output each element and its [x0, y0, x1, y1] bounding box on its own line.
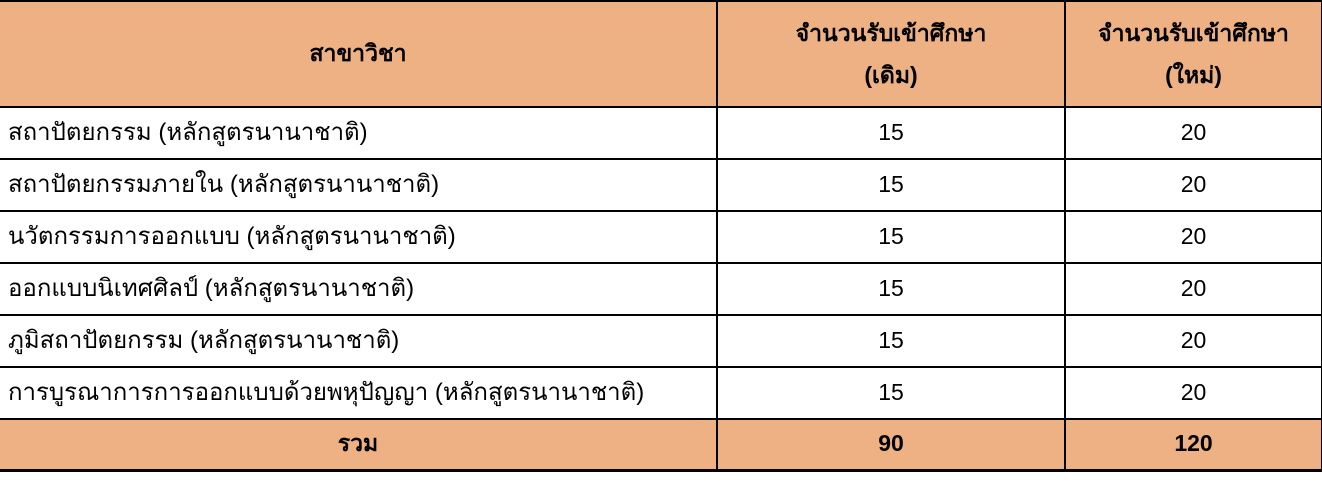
old-count: 15 — [716, 158, 1066, 212]
table-row: ออกแบบนิเทศศิลป์ (หลักสูตรนานาชาติ) 15 2… — [0, 262, 1322, 316]
major-name: นวัตกรรมการออกแบบ (หลักสูตรนานาชาติ) — [0, 210, 718, 264]
admission-quota-table: สาขาวิชา จำนวนรับเข้าศึกษา (เดิม) จำนวนร… — [0, 0, 1322, 472]
col-header-new-count: จำนวนรับเข้าศึกษา (ใหม่) — [1064, 0, 1322, 108]
new-count: 20 — [1064, 366, 1322, 420]
total-label: รวม — [0, 418, 718, 472]
major-name: ภูมิสถาปัตยกรรม (หลักสูตรนานาชาติ) — [0, 314, 718, 368]
col-header-old-count: จำนวนรับเข้าศึกษา (เดิม) — [716, 0, 1066, 108]
col-header-old-line1: จำนวนรับเข้าศึกษา — [795, 20, 987, 46]
major-name: สถาปัตยกรรมภายใน (หลักสูตรนานาชาติ) — [0, 158, 718, 212]
major-name: สถาปัตยกรรม (หลักสูตรนานาชาติ) — [0, 106, 718, 160]
new-count: 20 — [1064, 262, 1322, 316]
major-name: การบูรณาการการออกแบบด้วยพหุปัญญา (หลักสู… — [0, 366, 718, 420]
total-row: รวม 90 120 — [0, 418, 1322, 472]
old-count: 15 — [716, 314, 1066, 368]
header-row: สาขาวิชา จำนวนรับเข้าศึกษา (เดิม) จำนวนร… — [0, 0, 1322, 108]
old-count: 15 — [716, 262, 1066, 316]
total-old-count: 90 — [716, 418, 1066, 472]
table-body: สถาปัตยกรรม (หลักสูตรนานาชาติ) 15 20 สถา… — [0, 106, 1322, 472]
total-new-count: 120 — [1064, 418, 1322, 472]
table-row: ภูมิสถาปัตยกรรม (หลักสูตรนานาชาติ) 15 20 — [0, 314, 1322, 368]
old-count: 15 — [716, 366, 1066, 420]
table-row: นวัตกรรมการออกแบบ (หลักสูตรนานาชาติ) 15 … — [0, 210, 1322, 264]
col-header-major: สาขาวิชา — [0, 0, 718, 108]
col-header-major-label: สาขาวิชา — [309, 40, 407, 66]
new-count: 20 — [1064, 106, 1322, 160]
old-count: 15 — [716, 106, 1066, 160]
major-name: ออกแบบนิเทศศิลป์ (หลักสูตรนานาชาติ) — [0, 262, 718, 316]
new-count: 20 — [1064, 314, 1322, 368]
old-count: 15 — [716, 210, 1066, 264]
table-row: การบูรณาการการออกแบบด้วยพหุปัญญา (หลักสู… — [0, 366, 1322, 420]
col-header-old-line2: (เดิม) — [864, 62, 918, 88]
col-header-new-line1: จำนวนรับเข้าศึกษา — [1098, 20, 1289, 46]
table-row: สถาปัตยกรรม (หลักสูตรนานาชาติ) 15 20 — [0, 106, 1322, 160]
col-header-new-line2: (ใหม่) — [1165, 62, 1222, 88]
new-count: 20 — [1064, 158, 1322, 212]
table-row: สถาปัตยกรรมภายใน (หลักสูตรนานาชาติ) 15 2… — [0, 158, 1322, 212]
table-header: สาขาวิชา จำนวนรับเข้าศึกษา (เดิม) จำนวนร… — [0, 0, 1322, 108]
new-count: 20 — [1064, 210, 1322, 264]
